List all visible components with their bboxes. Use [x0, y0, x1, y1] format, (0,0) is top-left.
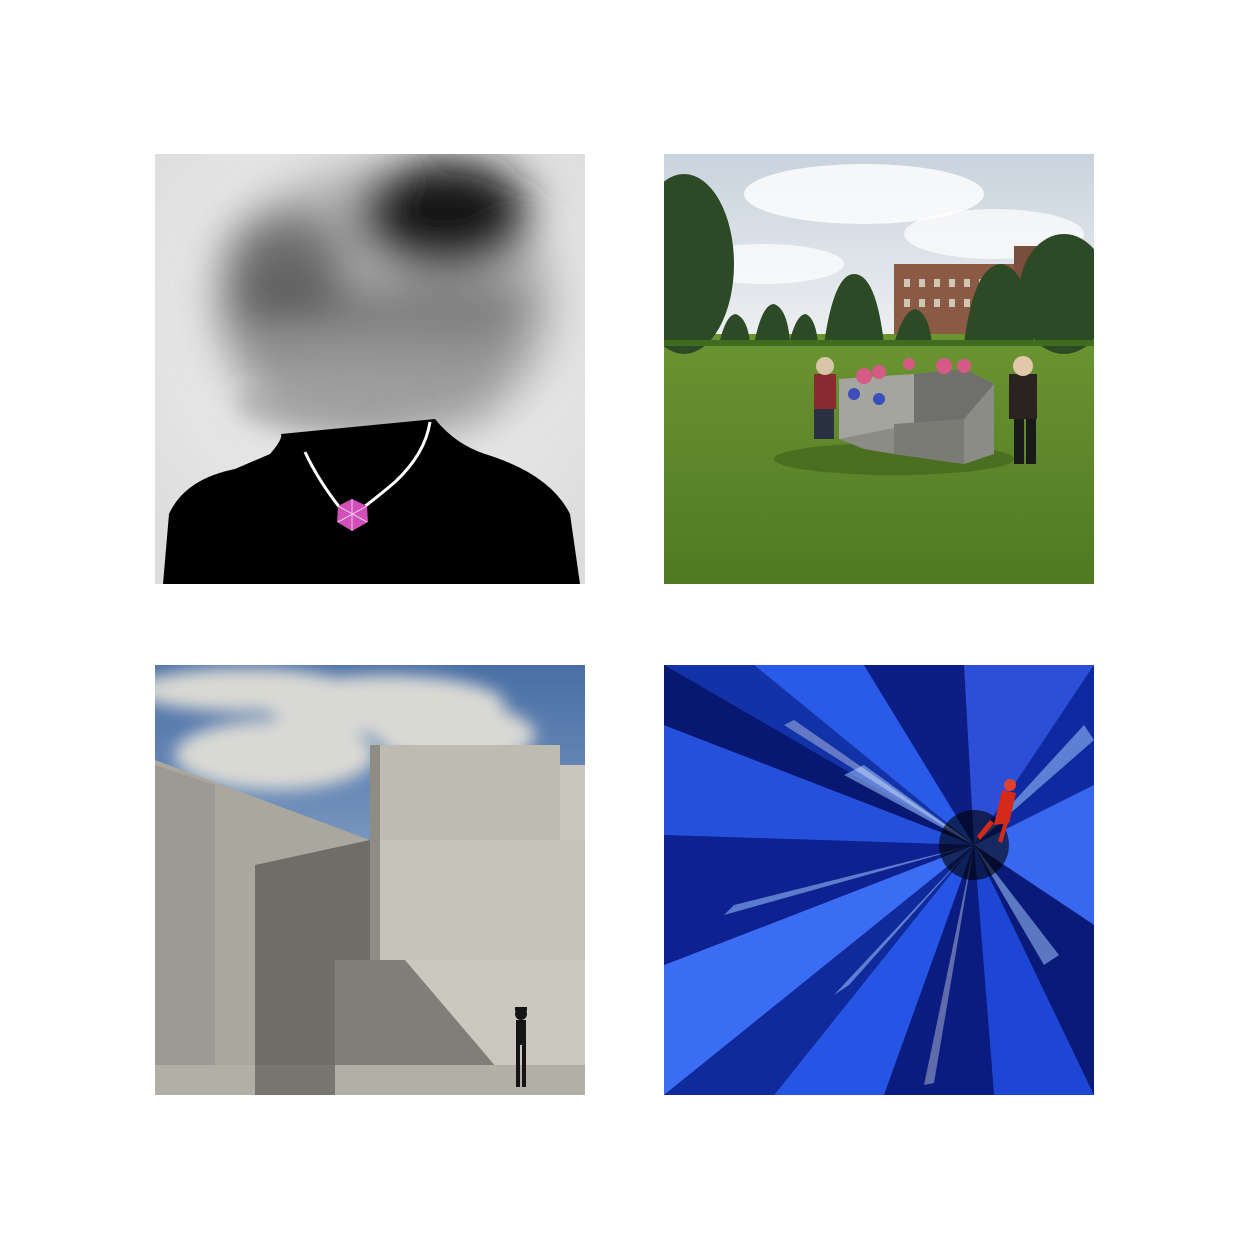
image-tile-concrete-architecture	[155, 665, 585, 1095]
image-tile-blue-crystal	[664, 665, 1094, 1095]
garden-sculpture-image	[664, 154, 1094, 584]
blue-crystal-image	[664, 665, 1094, 1095]
concrete-architecture-image	[155, 665, 585, 1095]
image-tile-blurred-portrait	[155, 154, 585, 584]
image-tile-garden-sculpture	[664, 154, 1094, 584]
blurred-portrait-image	[155, 154, 585, 584]
